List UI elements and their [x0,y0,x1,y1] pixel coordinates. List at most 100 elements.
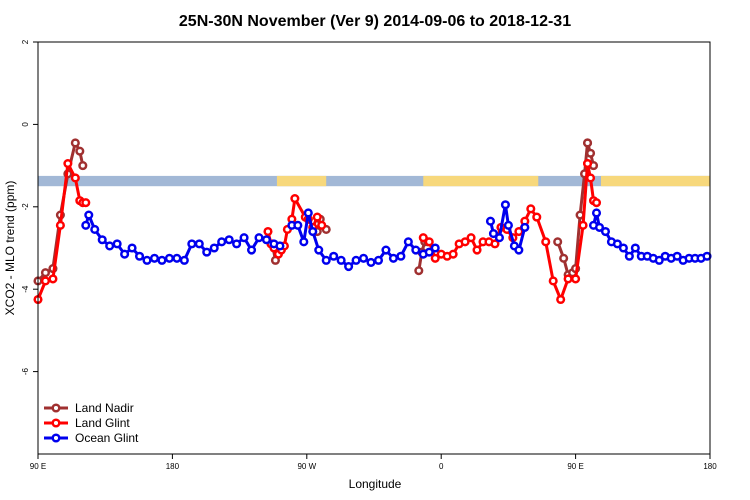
legend-label: Land Nadir [75,401,134,415]
y-axis: 2 0 -2 -4 -6 [21,39,38,375]
data-point [224,235,234,245]
data-point [490,239,500,249]
data-point [254,233,264,243]
x-tick-label: 180 [703,462,717,471]
data-point [396,251,406,261]
x-axis-label: Longitude [349,477,402,491]
data-point [403,237,413,247]
data-point [373,255,384,265]
data-point [164,253,174,263]
land-ocean-band [38,175,710,187]
data-point [40,276,51,286]
x-axis: 90 E 180 90 W 0 90 E 180 [30,454,717,471]
data-point [591,208,602,218]
data-point [654,255,664,265]
data-point [217,237,227,247]
series-layer [33,138,712,305]
data-point [81,220,91,230]
data-point [414,266,424,276]
land-band-segment [276,175,327,187]
legend-label: Land Glint [75,416,130,430]
data-point [548,276,558,286]
data-point [488,229,499,239]
y-tick-label: 2 [21,39,30,44]
data-point [40,268,51,278]
data-point [466,233,476,243]
data-point [344,261,354,272]
series-land-glint [33,158,602,305]
data-point [582,158,593,169]
data-point [105,241,115,251]
data-point [526,204,536,214]
data-point [553,237,563,247]
data-point [293,220,303,230]
data-point [702,251,712,261]
data-point [303,208,313,218]
data-point [263,226,273,237]
data-point [532,212,542,222]
y-tick-label: -6 [21,367,30,375]
ocean-band [38,175,710,187]
data-point [70,138,80,148]
data-point [418,233,428,243]
data-point [571,274,581,284]
y-tick-label: -4 [21,285,30,293]
legend-label: Ocean Glint [75,431,139,445]
data-point [261,235,272,245]
data-point [485,216,496,226]
data-point [187,239,197,249]
data-point [209,243,219,253]
data-point [351,255,361,265]
data-point [424,247,434,257]
data-point [314,245,324,255]
y-tick-label: 0 [21,122,30,127]
data-point [585,148,596,158]
data-point [556,294,566,305]
x-tick-label: 180 [166,462,180,471]
data-point [672,251,682,261]
data-point [381,245,391,255]
data-point [514,245,524,255]
data-point [202,247,212,257]
legend-swatch-marker [51,433,61,443]
data-point [275,241,285,251]
legend-swatch-marker [51,403,61,413]
x-tick-label: 90 E [567,462,583,471]
data-point [75,146,85,156]
data-point [112,239,122,249]
data-point [500,200,510,210]
data-point [84,210,94,220]
data-point [317,220,327,230]
data-point [246,245,257,255]
series-ocean-glint [81,200,712,272]
data-point [520,222,530,232]
data-point [591,198,602,208]
data-point [308,226,318,237]
data-point [70,173,80,183]
data-point [612,239,622,249]
y-tick-label: -2 [21,203,30,211]
data-point [142,255,152,265]
data-point [78,161,88,171]
data-point [594,222,605,232]
plot-frame [37,41,711,455]
data-point [120,249,130,259]
data-point [494,233,504,243]
data-point [582,138,593,148]
x-tick-label: 0 [439,462,444,471]
data-point [179,255,189,265]
data-point [81,198,91,208]
data-point [149,253,160,263]
data-point [541,237,551,247]
data-point [430,253,440,263]
land-band-segment [600,175,710,187]
data-point [232,239,242,249]
x-tick-label: 90 W [297,462,316,471]
data-point [388,253,398,263]
data-point [430,243,440,253]
data-point [578,220,588,230]
data-point [127,243,137,253]
x-tick-label: 90 E [30,462,46,471]
data-point [460,237,470,247]
